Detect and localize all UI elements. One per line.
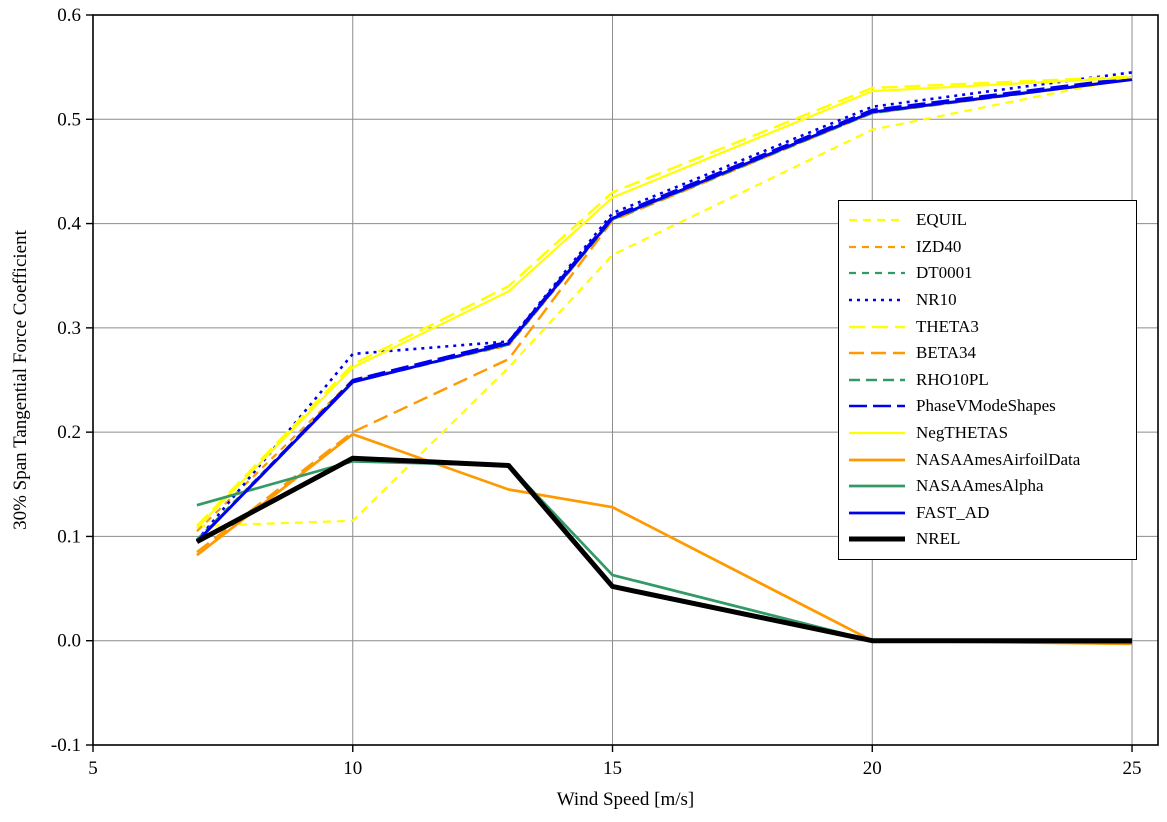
- y-axis-title: 30% Span Tangential Force Coefficient: [10, 230, 31, 530]
- legend-item: NREL: [847, 526, 1128, 553]
- legend-label: IZD40: [916, 236, 962, 256]
- legend-label: EQUIL: [916, 210, 967, 230]
- x-tick-label: 20: [863, 758, 882, 779]
- legend-item: NegTHETAS: [847, 420, 1128, 447]
- x-tick-label: 10: [343, 758, 362, 779]
- legend-line-sample: [849, 352, 905, 355]
- y-tick-label: 0.5: [57, 109, 81, 130]
- y-tick-label: 0.4: [57, 214, 81, 235]
- y-tick-label: 0.1: [57, 526, 81, 547]
- y-tick-label: 0.0: [57, 631, 81, 652]
- legend-label: PhaseVModeShapes: [916, 396, 1056, 416]
- legend-label: NegTHETAS: [916, 423, 1009, 443]
- legend-line-sample: [849, 325, 905, 328]
- y-tick-label: -0.1: [51, 735, 81, 756]
- y-tick-label: 0.2: [57, 422, 81, 443]
- legend-line-sample: [849, 405, 905, 408]
- legend-label: FAST_AD: [916, 502, 990, 522]
- legend-label: NASAAmesAlpha: [916, 476, 1044, 496]
- legend-item: NASAAmesAlpha: [847, 473, 1128, 500]
- series-line-FAST_AD: [195, 78, 1133, 543]
- legend-line-sample: [849, 458, 905, 461]
- legend-item: THETA3: [847, 313, 1128, 340]
- legend-item: FAST_AD: [847, 500, 1128, 527]
- legend-label: NREL: [916, 529, 961, 549]
- series-line-THETA3: [196, 75, 1133, 527]
- legend-label: NR10: [916, 290, 957, 310]
- legend-item: BETA34: [847, 340, 1128, 367]
- x-tick-label: 25: [1123, 758, 1142, 779]
- legend-line-sample: [849, 219, 905, 222]
- legend-label: NASAAmesAirfoilData: [916, 449, 1081, 469]
- legend-item: DT0001: [847, 260, 1128, 287]
- x-axis-title: Wind Speed [m/s]: [556, 789, 695, 810]
- y-tick-label: 0.3: [57, 318, 81, 339]
- x-tick-label: 15: [603, 758, 622, 779]
- legend-item: NASAAmesAirfoilData: [847, 446, 1128, 473]
- series-line-NREL: [195, 455, 1133, 644]
- legend-line-sample: [849, 431, 905, 435]
- legend-line-sample: [849, 484, 905, 488]
- legend-label: DT0001: [916, 263, 973, 283]
- legend-item: IZD40: [847, 234, 1128, 261]
- x-tick-label: 5: [88, 758, 98, 779]
- legend-line-sample: [849, 511, 905, 515]
- legend-item: PhaseVModeShapes: [847, 393, 1128, 420]
- legend: EQUIL IZD40 DT0001 NR10 THETA3 BETA34 RHO10PL P…: [838, 200, 1137, 560]
- series-line-NegTHETAS: [196, 76, 1133, 529]
- legend-line-sample: [849, 272, 905, 275]
- legend-label: RHO10PL: [916, 369, 989, 389]
- legend-label: THETA3: [916, 316, 979, 336]
- legend-line-sample: [849, 298, 905, 302]
- legend-line-sample: [849, 536, 905, 542]
- legend-line-sample: [849, 245, 905, 248]
- legend-line-sample: [849, 378, 905, 382]
- legend-item: EQUIL: [847, 207, 1128, 234]
- series-line-EQUIL: [196, 76, 1133, 528]
- legend-item: NR10: [847, 287, 1128, 314]
- y-tick-label: 0.6: [57, 5, 81, 26]
- legend-label: BETA34: [916, 343, 977, 363]
- legend-item: RHO10PL: [847, 367, 1128, 394]
